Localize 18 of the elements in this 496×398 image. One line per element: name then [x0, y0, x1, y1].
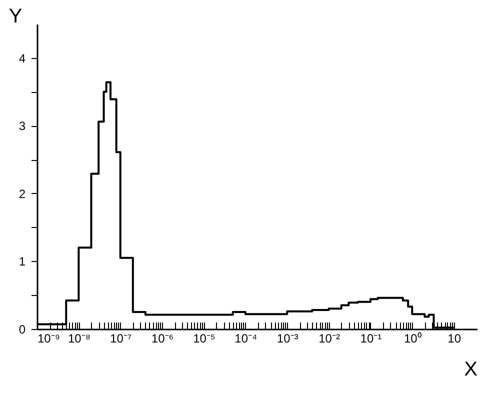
y-tick-label: 1 — [18, 254, 26, 269]
x-tick-label: 10⁻⁹ — [38, 332, 60, 346]
x-tick-label: 10⁻⁶ — [151, 332, 174, 346]
y-tick-label: 0 — [18, 322, 26, 336]
x-tick-label: 10⁻² — [318, 332, 340, 346]
x-tick-label: 10⁻¹ — [360, 332, 382, 346]
x-tick-label: 10 — [448, 332, 462, 346]
x-tick-label: 10⁻⁵ — [193, 332, 216, 346]
y-axis-title: Y — [8, 6, 22, 28]
x-tick-label: 10⁻³ — [276, 332, 298, 346]
x-axis-title: X — [464, 358, 478, 380]
y-tick-label: 4 — [18, 51, 26, 66]
x-tick-label: 10⁻⁷ — [110, 332, 132, 346]
y-tick-label: 3 — [18, 119, 26, 134]
x-tick-label: 10⁰ — [404, 332, 422, 346]
x-tick-label: 10⁻⁴ — [234, 332, 258, 346]
y-tick-label: 2 — [18, 186, 26, 201]
x-tick-label: 10⁻⁸ — [68, 332, 90, 346]
